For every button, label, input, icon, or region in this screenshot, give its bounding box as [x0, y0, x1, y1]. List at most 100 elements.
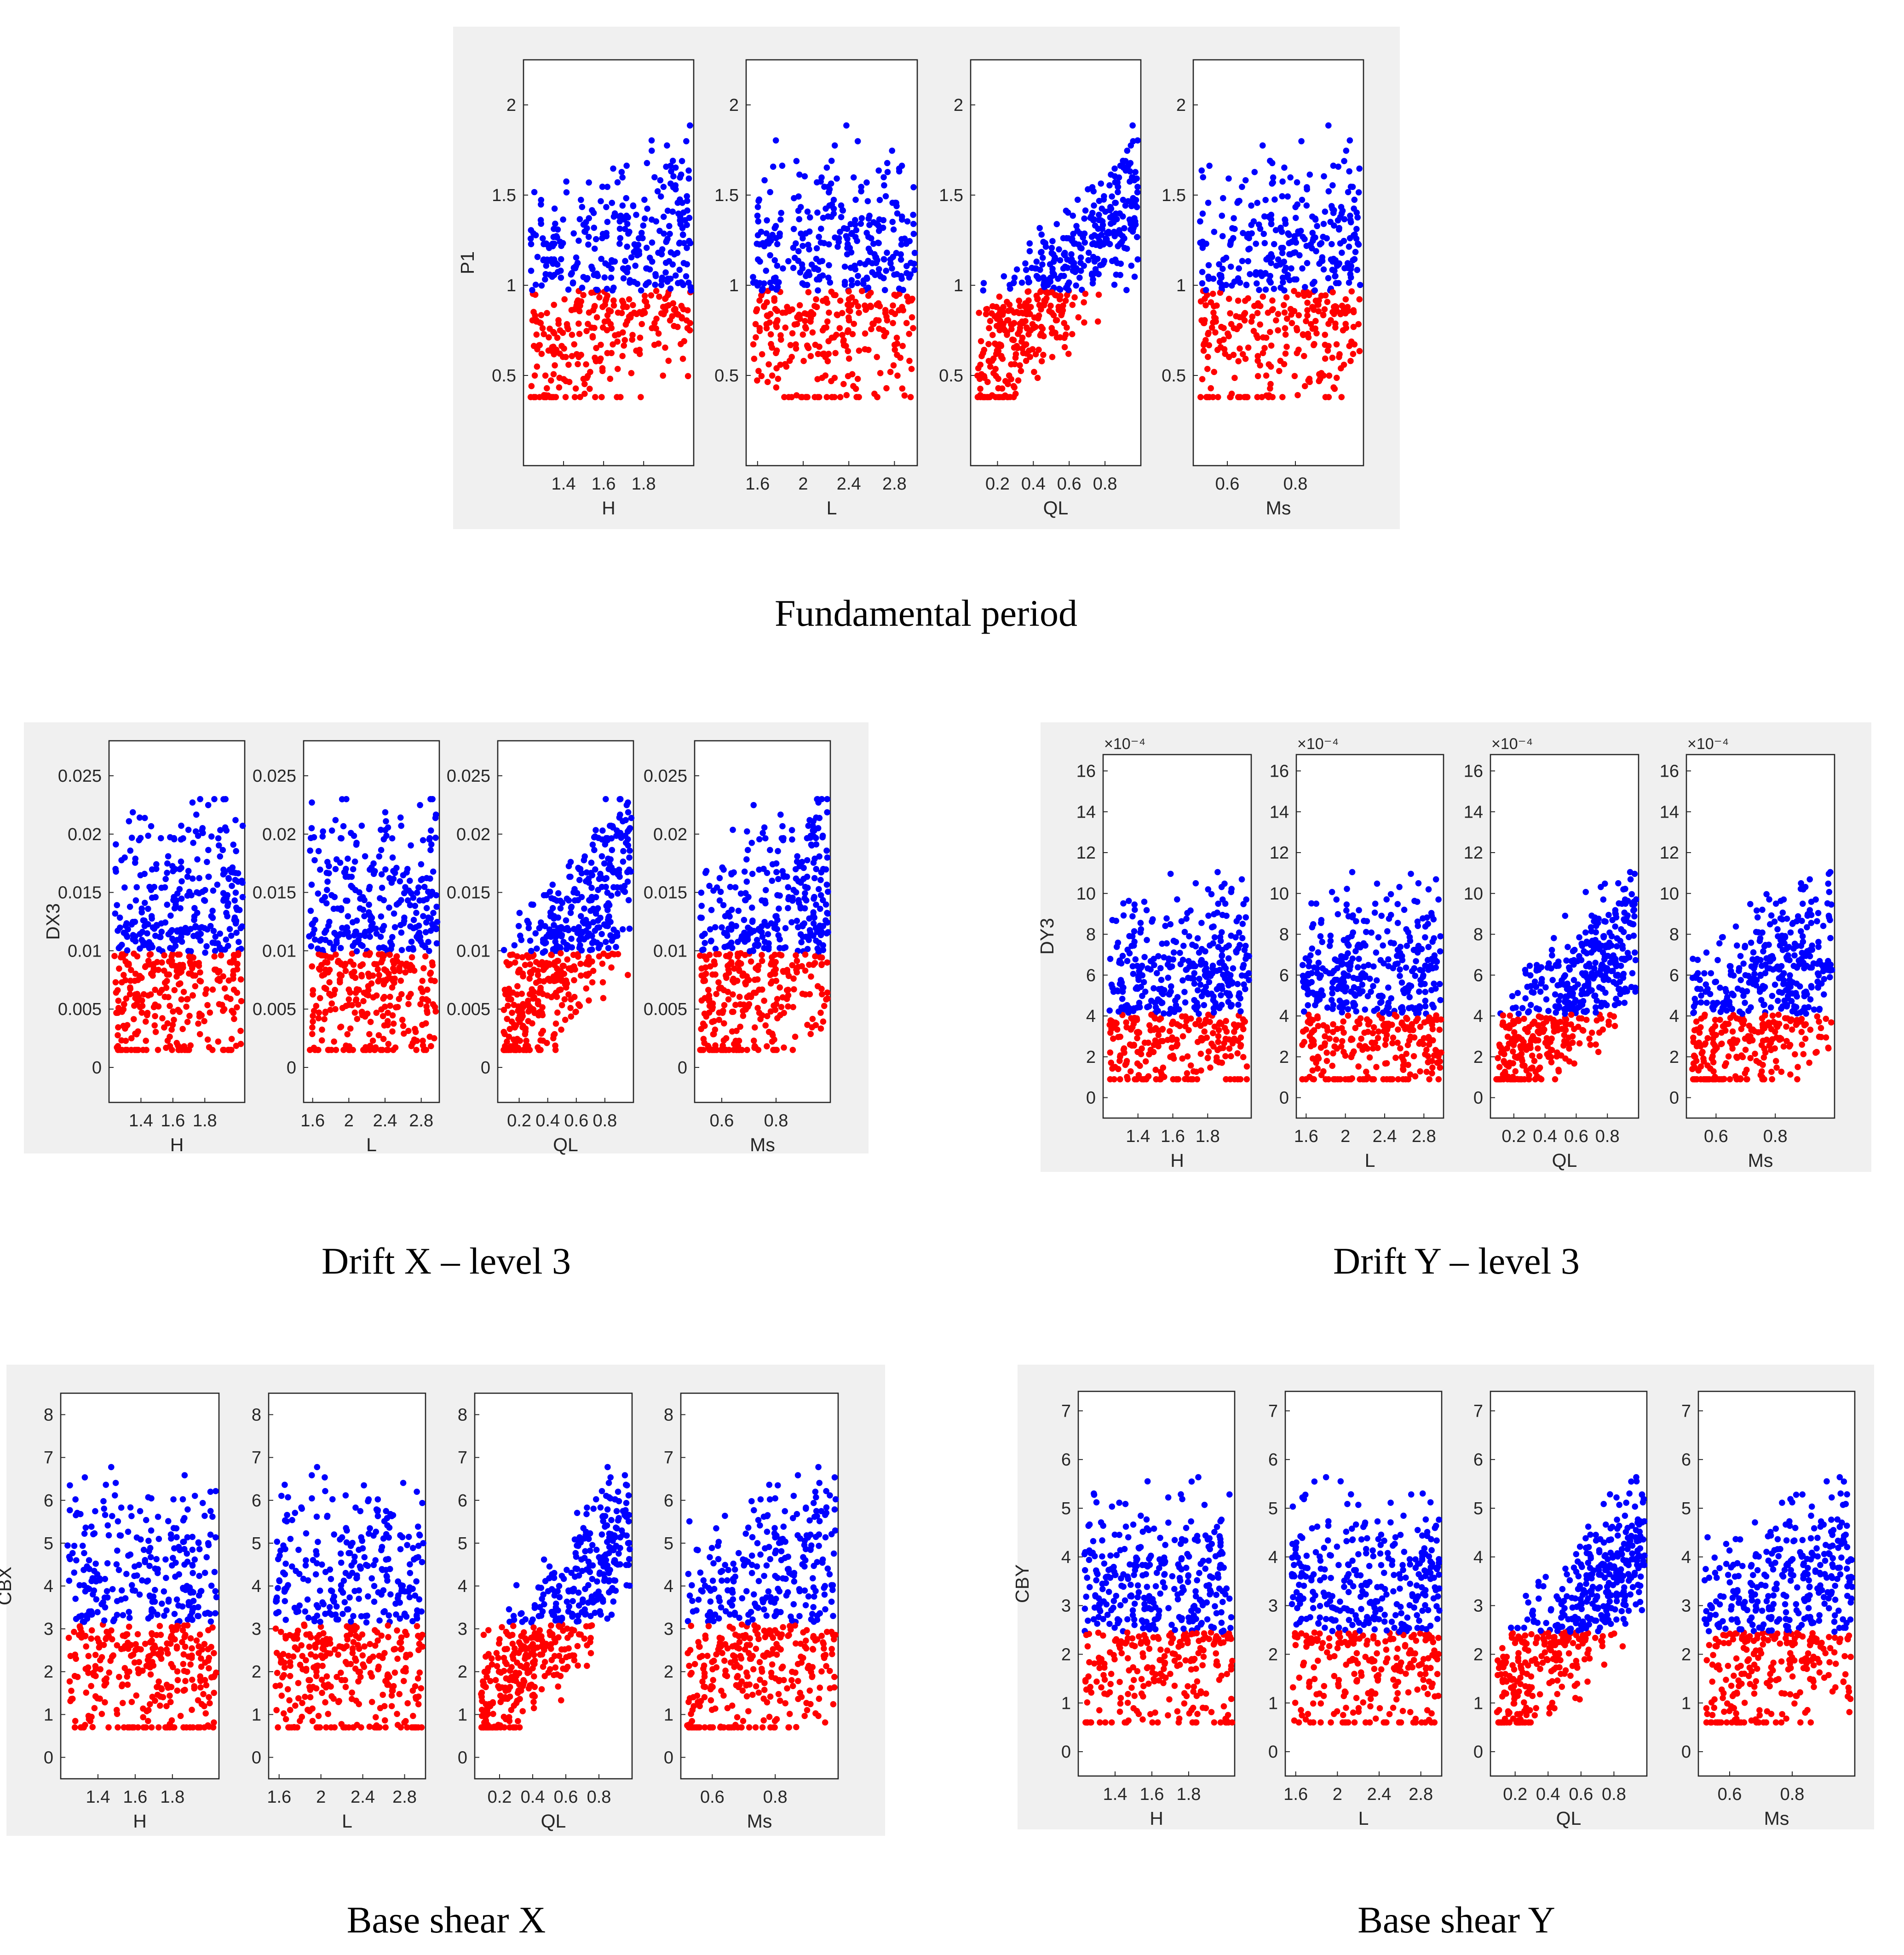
point-above-threshold: [679, 158, 685, 164]
point-above-threshold: [805, 242, 811, 248]
point-below-threshold: [124, 1022, 131, 1028]
point-above-threshold: [541, 948, 548, 955]
point-below-threshold: [1069, 301, 1076, 308]
point-above-threshold: [610, 824, 616, 831]
point-above-threshold: [153, 861, 160, 868]
point-above-threshold: [1347, 271, 1354, 277]
point-above-threshold: [1122, 202, 1129, 209]
point-above-threshold: [765, 240, 772, 247]
point-below-threshold: [398, 991, 405, 998]
point-below-threshold: [196, 1031, 203, 1038]
point-below-threshold: [180, 964, 186, 971]
point-above-threshold: [538, 220, 545, 227]
point-above-threshold: [804, 946, 811, 952]
point-above-threshold: [1205, 199, 1212, 206]
point-above-threshold: [1205, 991, 1211, 998]
point-above-threshold: [616, 218, 623, 225]
point-below-threshold: [186, 953, 193, 960]
point-below-threshold: [1204, 366, 1211, 372]
point-below-threshold: [812, 953, 818, 960]
point-below-threshold: [568, 307, 575, 313]
point-above-threshold: [604, 184, 611, 190]
point-below-threshold: [805, 289, 812, 295]
point-below-threshold: [219, 1008, 226, 1014]
point-above-threshold: [767, 847, 773, 854]
point-above-threshold: [1269, 254, 1276, 260]
point-above-threshold: [604, 286, 610, 292]
point-above-threshold: [807, 832, 814, 839]
point-above-threshold: [231, 897, 238, 904]
point-below-threshold: [1019, 320, 1026, 326]
point-below-threshold: [641, 293, 648, 299]
point-above-threshold: [559, 900, 566, 906]
point-above-threshold: [608, 274, 615, 281]
point-below-threshold: [164, 971, 171, 978]
point-below-threshold: [662, 344, 668, 351]
point-above-threshold: [420, 913, 426, 920]
point-below-threshold: [561, 296, 568, 303]
point-below-threshold: [777, 984, 783, 991]
x-tick-label: 1.6: [745, 474, 770, 494]
point-below-threshold: [575, 953, 581, 960]
point-below-threshold: [1184, 1070, 1191, 1077]
point-above-threshold: [1219, 195, 1226, 202]
point-above-threshold: [1107, 220, 1114, 227]
point-below-threshold: [374, 966, 381, 973]
point-below-threshold: [204, 1002, 211, 1009]
point-above-threshold: [820, 897, 826, 904]
point-below-threshold: [1245, 295, 1251, 302]
point-below-threshold: [770, 1047, 777, 1053]
point-above-threshold: [198, 924, 205, 930]
point-above-threshold: [1200, 174, 1207, 181]
point-above-threshold: [890, 226, 897, 233]
point-above-threshold: [598, 853, 605, 859]
point-below-threshold: [509, 1009, 515, 1016]
point-above-threshold: [117, 924, 123, 931]
point-below-threshold: [604, 312, 611, 318]
point-below-threshold: [537, 1037, 544, 1044]
point-above-threshold: [848, 277, 855, 283]
point-above-threshold: [579, 284, 586, 291]
point-above-threshold: [863, 179, 870, 186]
point-above-threshold: [1138, 964, 1145, 971]
point-below-threshold: [890, 302, 896, 309]
point-above-threshold: [1245, 258, 1252, 265]
point-above-threshold: [332, 817, 339, 824]
point-below-threshold: [626, 296, 633, 303]
point-above-threshold: [1216, 959, 1223, 966]
point-below-threshold: [644, 303, 650, 310]
point-above-threshold: [1236, 929, 1242, 936]
point-above-threshold: [1073, 282, 1080, 289]
point-above-threshold: [223, 910, 230, 917]
point-below-threshold: [1043, 289, 1049, 295]
point-above-threshold: [586, 215, 592, 222]
point-above-threshold: [685, 175, 692, 182]
x-tick-label: 0.6: [1215, 474, 1240, 494]
point-above-threshold: [606, 902, 613, 909]
y-tick-label: 0.025: [58, 767, 102, 786]
point-above-threshold: [1089, 184, 1096, 190]
point-below-threshold: [547, 377, 554, 384]
point-below-threshold: [660, 372, 667, 379]
point-above-threshold: [1073, 265, 1080, 271]
point-above-threshold: [1247, 271, 1253, 277]
point-above-threshold: [534, 254, 541, 260]
point-below-threshold: [555, 957, 561, 964]
point-above-threshold: [1239, 935, 1246, 941]
point-above-threshold: [1301, 236, 1308, 242]
point-above-threshold: [1228, 886, 1235, 892]
point-above-threshold: [575, 897, 581, 904]
point-above-threshold: [627, 825, 633, 831]
point-below-threshold: [589, 334, 596, 341]
point-below-threshold: [1047, 302, 1054, 309]
point-above-threshold: [624, 878, 631, 885]
y-tick-label: 8: [1086, 925, 1096, 945]
point-above-threshold: [1243, 282, 1250, 288]
point-above-threshold: [1325, 188, 1332, 195]
point-above-threshold: [133, 884, 140, 891]
point-above-threshold: [570, 230, 577, 237]
point-below-threshold: [345, 1002, 352, 1008]
point-below-threshold: [138, 1009, 145, 1016]
point-below-threshold: [549, 394, 555, 400]
point-below-threshold: [598, 341, 604, 348]
